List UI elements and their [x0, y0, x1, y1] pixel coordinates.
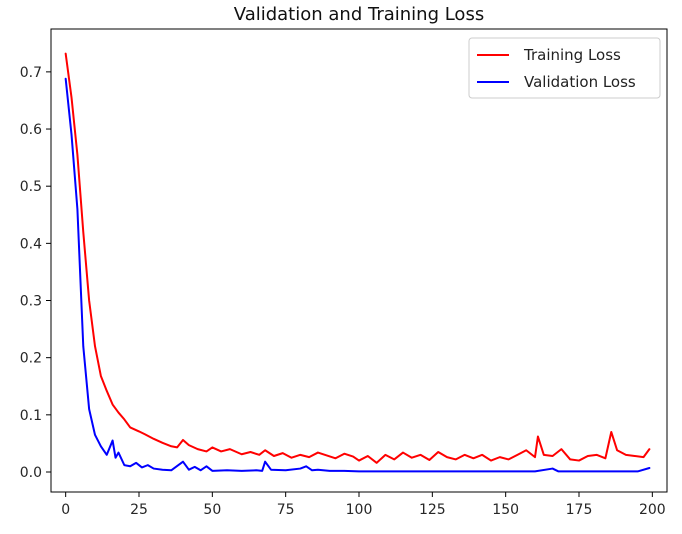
- x-tick-label: 200: [639, 502, 666, 518]
- series-line-validation-loss: [64, 77, 651, 473]
- series-line-training-loss: [64, 52, 651, 464]
- x-tick-label: 50: [203, 502, 221, 518]
- x-tick-label: 0: [61, 502, 70, 518]
- y-tick-label: 0.4: [20, 236, 42, 252]
- y-tick-label: 0.3: [20, 294, 42, 310]
- legend-label-training-loss: Training Loss: [523, 46, 621, 64]
- y-tick-label: 0.7: [20, 65, 42, 81]
- x-tick-label: 150: [492, 502, 519, 518]
- y-tick-label: 0.2: [20, 351, 42, 367]
- chart-title: Validation and Training Loss: [234, 4, 484, 25]
- plot-layer: 0 25 50 75 100 125 150 175 200 0.0 0.1 0.2 0.3 0.4 0.5…: [20, 28, 668, 518]
- y-tick-label: 0.5: [20, 179, 42, 195]
- legend-box: [468, 37, 661, 99]
- x-tick-label: 175: [566, 502, 593, 518]
- x-tick-label: 25: [130, 502, 148, 518]
- x-tick-label: 75: [277, 502, 295, 518]
- x-tick-label: 125: [419, 502, 446, 518]
- y-tick-label: 0.1: [20, 408, 42, 424]
- x-tick-label: 100: [346, 502, 373, 518]
- y-tick-label: 0.0: [20, 465, 42, 481]
- y-tick-label: 0.6: [20, 122, 42, 138]
- legend-label-validation-loss: Validation Loss: [524, 73, 636, 91]
